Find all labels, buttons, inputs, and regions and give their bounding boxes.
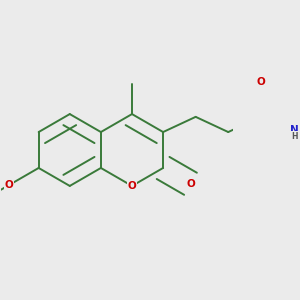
Text: O: O — [4, 180, 13, 190]
Text: N: N — [290, 125, 298, 135]
Text: H: H — [291, 132, 297, 141]
Text: O: O — [256, 77, 265, 88]
Text: O: O — [128, 181, 136, 191]
Text: O: O — [186, 179, 195, 189]
